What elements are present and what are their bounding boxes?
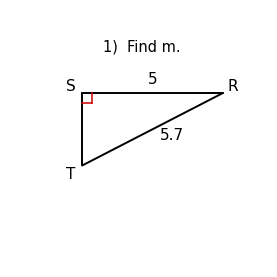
Text: R: R [227, 79, 238, 94]
Text: 5: 5 [148, 71, 157, 87]
Text: T: T [66, 166, 75, 181]
Text: S: S [66, 79, 75, 94]
Text: 5.7: 5.7 [160, 128, 184, 143]
Text: 1)  Find m.: 1) Find m. [103, 40, 181, 55]
